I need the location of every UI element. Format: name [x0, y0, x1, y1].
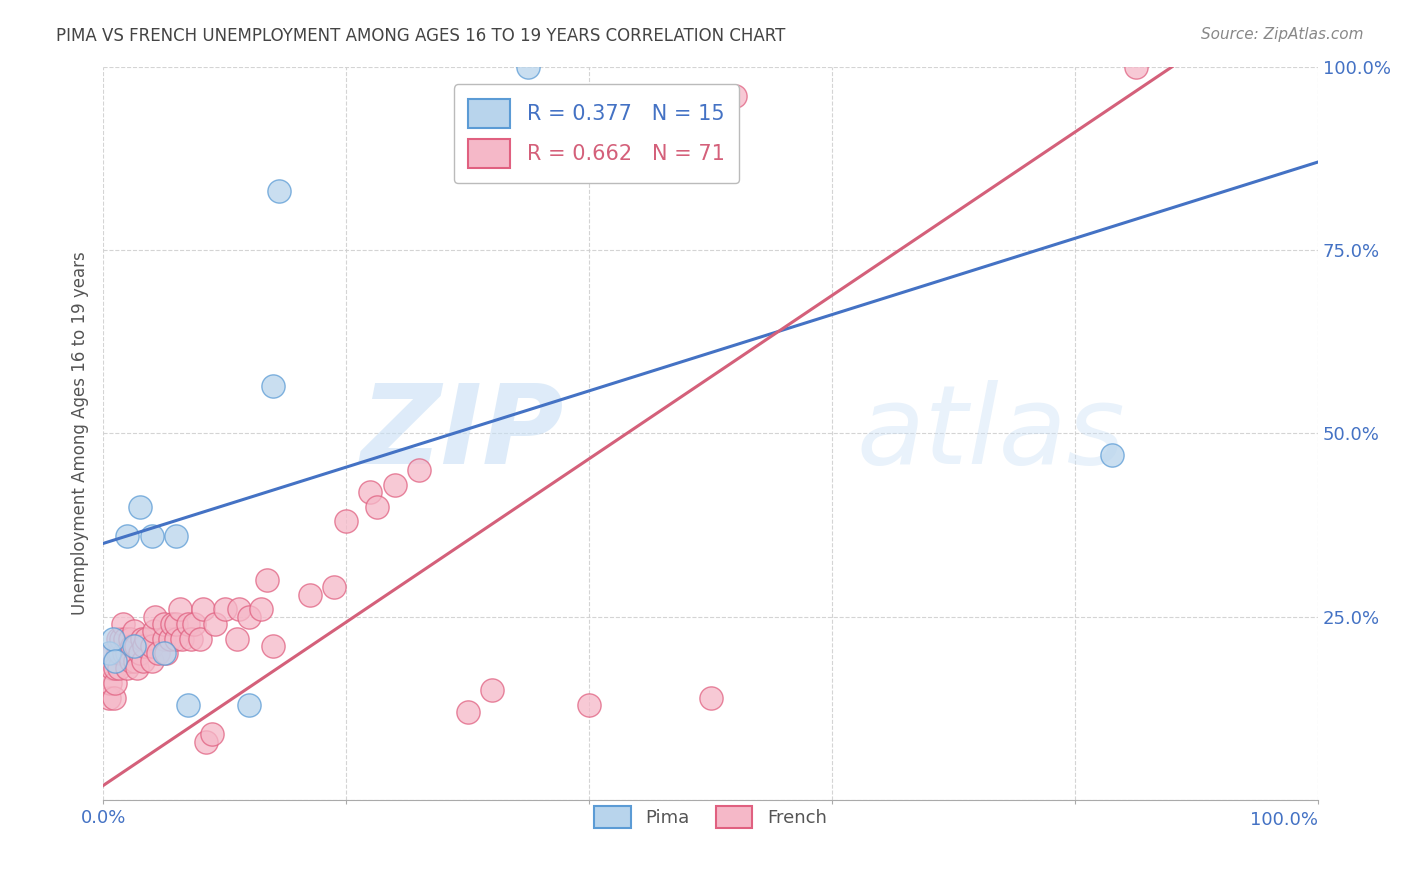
Point	[143, 624, 166, 639]
Point	[98, 647, 121, 661]
Point	[269, 184, 291, 198]
Point	[724, 89, 747, 103]
Point	[132, 654, 155, 668]
Legend: Pima, French: Pima, French	[588, 798, 834, 835]
Point	[124, 654, 146, 668]
Point	[177, 698, 200, 712]
Point	[165, 529, 187, 543]
Point	[165, 632, 187, 646]
Point	[578, 698, 600, 712]
Text: Source: ZipAtlas.com: Source: ZipAtlas.com	[1201, 27, 1364, 42]
Point	[125, 639, 148, 653]
Point	[146, 647, 169, 661]
Point	[141, 639, 163, 653]
Point	[100, 676, 122, 690]
Point	[155, 647, 177, 661]
Point	[127, 661, 149, 675]
Point	[238, 698, 260, 712]
Point	[359, 485, 381, 500]
Point	[120, 654, 142, 668]
Point	[112, 647, 135, 661]
Point	[153, 617, 176, 632]
Point	[108, 647, 131, 661]
Point	[262, 639, 284, 653]
Point	[298, 588, 321, 602]
Point	[104, 661, 127, 675]
Point	[110, 632, 132, 646]
Point	[117, 647, 139, 661]
Point	[121, 639, 143, 653]
Point	[225, 632, 247, 646]
Point	[250, 602, 273, 616]
Point	[118, 632, 141, 646]
Point	[1125, 60, 1147, 74]
Point	[191, 602, 214, 616]
Point	[335, 515, 357, 529]
Point	[108, 661, 131, 675]
Point	[201, 727, 224, 741]
Point	[111, 617, 134, 632]
Point	[256, 573, 278, 587]
Point	[153, 647, 176, 661]
Point	[128, 647, 150, 661]
Point	[262, 378, 284, 392]
Point	[104, 676, 127, 690]
Point	[117, 661, 139, 675]
Point	[188, 632, 211, 646]
Point	[195, 734, 218, 748]
Point	[183, 617, 205, 632]
Point	[699, 690, 721, 705]
Point	[1101, 449, 1123, 463]
Point	[172, 632, 194, 646]
Point	[100, 661, 122, 675]
Text: PIMA VS FRENCH UNEMPLOYMENT AMONG AGES 16 TO 19 YEARS CORRELATION CHART: PIMA VS FRENCH UNEMPLOYMENT AMONG AGES 1…	[56, 27, 786, 45]
Point	[180, 632, 202, 646]
Point	[204, 617, 226, 632]
Point	[117, 529, 139, 543]
Point	[107, 632, 129, 646]
Point	[101, 632, 124, 646]
Point	[517, 60, 540, 74]
Point	[177, 617, 200, 632]
Point	[145, 609, 167, 624]
Text: 100.0%: 100.0%	[1250, 811, 1319, 830]
Point	[153, 632, 176, 646]
Point	[162, 617, 184, 632]
Point	[135, 632, 157, 646]
Point	[366, 500, 388, 514]
Point	[103, 690, 125, 705]
Point	[114, 632, 136, 646]
Point	[159, 632, 181, 646]
Point	[228, 602, 250, 616]
Point	[98, 690, 121, 705]
Y-axis label: Unemployment Among Ages 16 to 19 years: Unemployment Among Ages 16 to 19 years	[72, 252, 89, 615]
Point	[101, 647, 124, 661]
Point	[408, 463, 430, 477]
Point	[128, 500, 150, 514]
Point	[238, 609, 260, 624]
Point	[214, 602, 236, 616]
Point	[165, 617, 187, 632]
Point	[122, 624, 145, 639]
Point	[141, 529, 163, 543]
Text: atlas: atlas	[856, 380, 1125, 487]
Point	[169, 602, 191, 616]
Point	[481, 683, 503, 698]
Text: ZIP: ZIP	[361, 380, 565, 487]
Point	[104, 654, 127, 668]
Point	[107, 647, 129, 661]
Point	[457, 705, 479, 719]
Point	[141, 654, 163, 668]
Point	[323, 581, 346, 595]
Point	[131, 632, 153, 646]
Point	[122, 639, 145, 653]
Point	[384, 477, 406, 491]
Point	[134, 639, 156, 653]
